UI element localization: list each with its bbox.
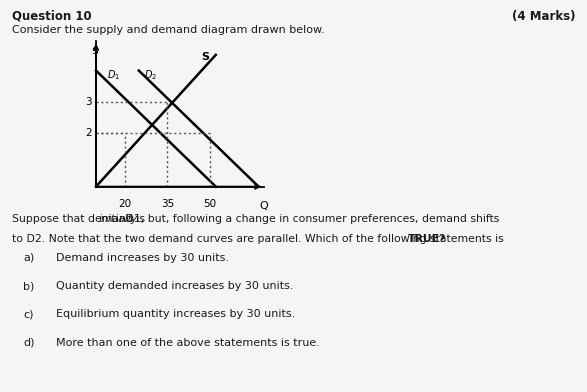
Text: S: S [201,52,210,62]
Text: D1, but, following a change in consumer preferences, demand shifts: D1, but, following a change in consumer … [122,214,500,224]
Text: 20: 20 [118,198,131,209]
Text: More than one of the above statements is true.: More than one of the above statements is… [56,338,320,348]
Text: Consider the supply and demand diagram drawn below.: Consider the supply and demand diagram d… [12,25,325,36]
Text: Suppose that demand is: Suppose that demand is [12,214,149,224]
Text: initially: initially [99,214,138,224]
Text: $D_2$: $D_2$ [144,68,157,82]
Text: b): b) [23,281,35,291]
Text: (4 Marks): (4 Marks) [512,10,575,23]
Text: 2: 2 [85,128,92,138]
Text: TRUE?: TRUE? [408,234,446,244]
Text: a): a) [23,253,35,263]
Text: Question 10: Question 10 [12,10,92,23]
Text: $D_1$: $D_1$ [107,68,120,82]
Text: c): c) [23,309,34,319]
Text: d): d) [23,338,35,348]
Text: 3: 3 [85,97,92,107]
Text: Demand increases by 30 units.: Demand increases by 30 units. [56,253,229,263]
Text: Quantity demanded increases by 30 units.: Quantity demanded increases by 30 units. [56,281,294,291]
Text: to D2. Note that the two demand curves are parallel. Which of the following stat: to D2. Note that the two demand curves a… [12,234,507,244]
Text: 50: 50 [204,198,217,209]
Text: 35: 35 [161,198,174,209]
Text: Equilibrium quantity increases by 30 units.: Equilibrium quantity increases by 30 uni… [56,309,295,319]
Text: $: $ [91,45,98,56]
Text: Q: Q [260,201,269,211]
